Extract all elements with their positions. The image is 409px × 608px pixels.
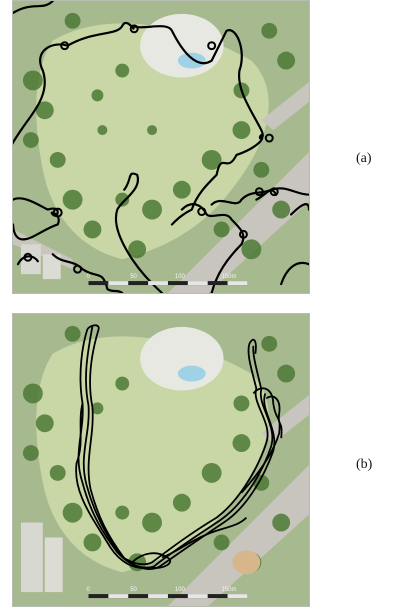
scale-bar-a: 0 50 100 150m <box>87 274 248 286</box>
aerial-map-b: 0 50 100 150m <box>13 314 309 606</box>
scale-tick-50: 50 <box>130 587 137 593</box>
trajectory-a <box>13 1 309 293</box>
scale-bar-b: 0 50 100 150m <box>87 587 248 599</box>
scale-tick-150m: 150m <box>222 274 237 280</box>
scale-tick-0: 0 <box>87 587 91 593</box>
scale-tick-100: 100 <box>175 587 186 593</box>
figure-panel-a: 0 50 100 150m <box>12 0 310 294</box>
scale-tick-50: 50 <box>130 274 137 280</box>
trajectory-b <box>75 324 283 570</box>
scale-tick-150m: 150m <box>222 587 237 593</box>
trajectory-loops-a <box>23 24 279 274</box>
figure-panel-b: 0 50 100 150m <box>12 313 310 607</box>
panel-label-b: (b) <box>356 457 373 472</box>
aerial-map-a: 0 50 100 150m <box>13 1 309 293</box>
panel-label-a: (a) <box>356 151 372 166</box>
scale-tick-0: 0 <box>87 274 91 280</box>
scale-tick-100: 100 <box>175 274 186 280</box>
